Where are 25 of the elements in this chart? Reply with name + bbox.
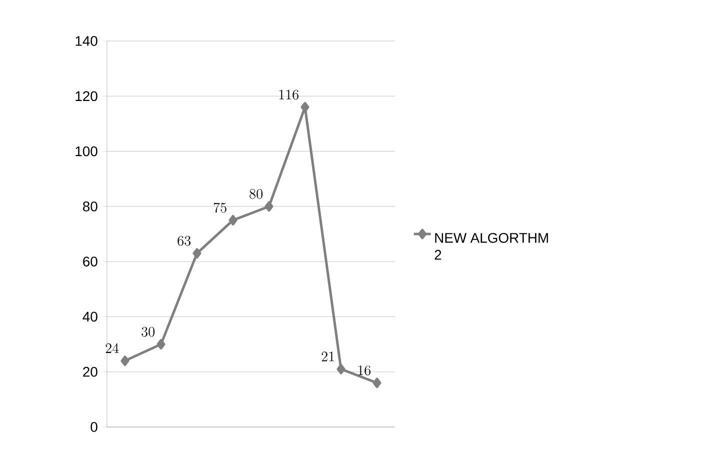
point bbox=[228, 214, 238, 226]
y-tick-label: 0 bbox=[90, 422, 98, 432]
data-label: 63 bbox=[178, 236, 190, 246]
point bbox=[156, 339, 166, 350]
y-tick-label: 140 bbox=[76, 36, 98, 46]
point bbox=[300, 102, 310, 112]
point bbox=[264, 201, 274, 212]
point bbox=[120, 356, 130, 366]
point bbox=[372, 378, 382, 388]
point bbox=[192, 248, 202, 259]
data-label: 80 bbox=[250, 189, 262, 199]
y-tick-label: 100 bbox=[76, 146, 98, 156]
data-label: 75 bbox=[214, 202, 226, 213]
y-tick-label: 80 bbox=[82, 201, 98, 212]
y-tick-label: 40 bbox=[82, 312, 98, 322]
y-tick-label: 120 bbox=[76, 91, 98, 102]
legend-label: NEW ALGORTHM 2 bbox=[434, 232, 548, 260]
y-tick-label: 60 bbox=[83, 256, 98, 267]
data-label: 24 bbox=[106, 343, 119, 353]
y-tick-label: 20 bbox=[83, 366, 98, 377]
data-label: 16 bbox=[358, 365, 370, 376]
data-label: 30 bbox=[142, 326, 154, 337]
data-label: 21 bbox=[322, 352, 334, 362]
data-label: 116 bbox=[279, 90, 298, 100]
point bbox=[336, 364, 346, 374]
